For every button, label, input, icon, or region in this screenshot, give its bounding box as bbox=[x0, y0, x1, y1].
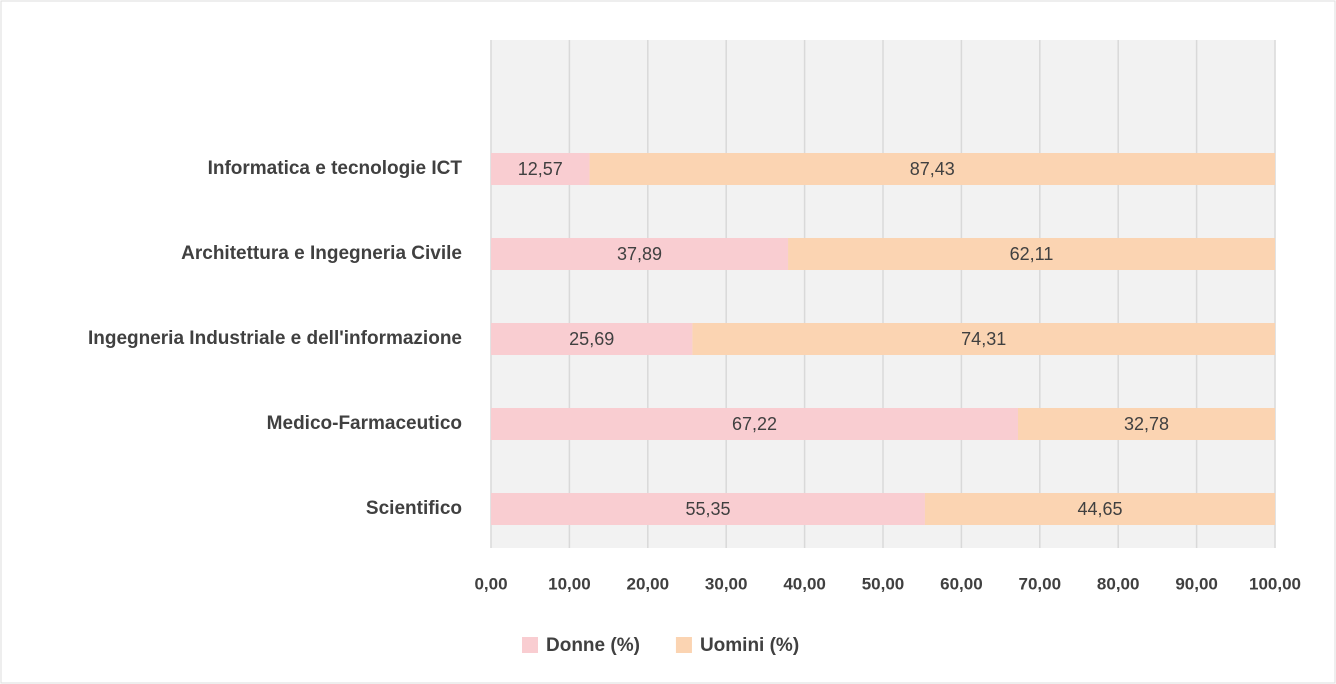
x-tick-label: 80,00 bbox=[1097, 574, 1140, 593]
bar-segment bbox=[1018, 408, 1275, 440]
bar-segment bbox=[491, 238, 789, 270]
value-label: 74,31 bbox=[961, 329, 1006, 349]
x-tick-label: 40,00 bbox=[783, 574, 826, 593]
bar-segment bbox=[491, 323, 693, 355]
value-label: 32,78 bbox=[1124, 414, 1169, 434]
value-label: 25,69 bbox=[569, 329, 614, 349]
bar-segment bbox=[491, 153, 590, 185]
x-tick-label: 20,00 bbox=[627, 574, 670, 593]
x-tick-label: 10,00 bbox=[548, 574, 591, 593]
bar-segment bbox=[491, 408, 1019, 440]
bar-segment bbox=[491, 493, 925, 525]
value-label: 44,65 bbox=[1077, 499, 1122, 519]
x-tick-label: 90,00 bbox=[1175, 574, 1218, 593]
y-tick-label: Architettura e Ingegneria Civile bbox=[181, 243, 462, 264]
value-label: 62,11 bbox=[1010, 244, 1054, 264]
y-tick-label: Scientifico bbox=[366, 498, 462, 519]
bar-segment bbox=[692, 323, 1275, 355]
y-tick-label: Informatica e tecnologie ICT bbox=[208, 158, 463, 179]
x-tick-label: 100,00 bbox=[1249, 574, 1301, 593]
legend-label: Donne (%) bbox=[546, 635, 640, 656]
y-tick-label: Ingegneria Industriale e dell'informazio… bbox=[88, 328, 462, 349]
value-label: 37,89 bbox=[617, 244, 662, 264]
value-label: 55,35 bbox=[685, 499, 730, 519]
x-tick-label: 60,00 bbox=[940, 574, 983, 593]
bar-segment bbox=[924, 493, 1275, 525]
value-label: 12,57 bbox=[518, 159, 563, 179]
value-label: 87,43 bbox=[910, 159, 955, 179]
x-tick-label: 0,00 bbox=[474, 574, 507, 593]
x-tick-label: 70,00 bbox=[1019, 574, 1062, 593]
legend-swatch bbox=[522, 637, 538, 653]
legend-swatch bbox=[675, 637, 692, 653]
x-tick-label: 50,00 bbox=[862, 574, 905, 593]
bar-segment bbox=[589, 153, 1275, 185]
value-label: 67,22 bbox=[732, 414, 777, 434]
y-tick-label: Medico-Farmaceutico bbox=[267, 413, 462, 434]
x-tick-label: 30,00 bbox=[705, 574, 748, 593]
legend-label: Uomini (%) bbox=[700, 635, 799, 656]
bar-segment bbox=[788, 238, 1275, 270]
